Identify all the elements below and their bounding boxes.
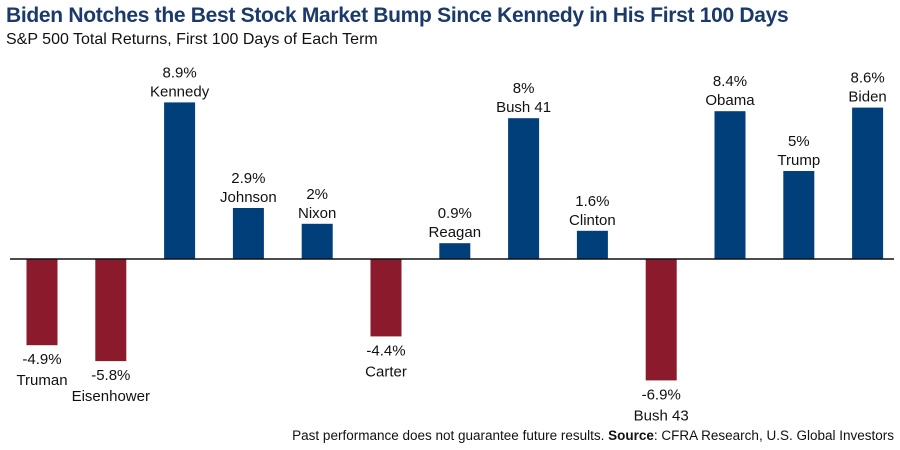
bar-biden xyxy=(852,107,884,259)
value-label-reagan: 0.9% xyxy=(438,205,472,222)
footnote-source-label: Source xyxy=(608,428,654,443)
category-label-carter: Carter xyxy=(365,363,407,380)
bar-truman xyxy=(26,259,58,346)
value-label-kennedy: 8.9% xyxy=(162,64,196,81)
category-label-bush-43: Bush 43 xyxy=(634,407,689,424)
value-label-obama: 8.4% xyxy=(713,73,747,90)
value-label-johnson: 2.9% xyxy=(231,170,265,187)
footnote: Past performance does not guarantee futu… xyxy=(292,428,894,443)
bar-kennedy xyxy=(164,102,196,260)
bar-nixon xyxy=(301,223,333,259)
chart-subtitle: S&P 500 Total Returns, First 100 Days of… xyxy=(6,31,378,48)
value-label-nixon: 2% xyxy=(306,186,328,203)
labels-layer: -4.9% Truman -5.8% Eisenhower 8.9% Kennedy 2.9… xyxy=(16,64,886,424)
bar-obama xyxy=(714,111,746,259)
value-label-trump: 5% xyxy=(788,133,810,150)
category-label-nixon: Nixon xyxy=(298,205,336,222)
category-label-johnson: Johnson xyxy=(220,189,277,206)
value-label-bush-43: -6.9% xyxy=(642,386,681,403)
category-label-clinton: Clinton xyxy=(569,212,616,229)
bar-trump xyxy=(783,171,815,259)
footnote-source-text: : CFRA Research, U.S. Global Investors xyxy=(653,428,894,443)
bars-layer xyxy=(26,102,884,381)
value-label-truman: -4.9% xyxy=(22,351,61,368)
category-label-biden: Biden xyxy=(848,89,886,106)
bar-carter xyxy=(370,259,402,337)
bar-reagan xyxy=(439,243,471,259)
value-label-eisenhower: -5.8% xyxy=(91,367,130,384)
footnote-disclaimer: Past performance does not guarantee futu… xyxy=(292,428,605,443)
category-label-kennedy: Kennedy xyxy=(150,83,210,100)
value-label-carter: -4.4% xyxy=(366,342,405,359)
category-label-eisenhower: Eisenhower xyxy=(72,388,150,405)
category-label-bush-41: Bush 41 xyxy=(496,99,551,116)
bar-eisenhower xyxy=(95,259,127,362)
category-label-trump: Trump xyxy=(777,152,820,169)
chart-title: Biden Notches the Best Stock Market Bump… xyxy=(6,4,789,27)
category-label-reagan: Reagan xyxy=(429,224,482,241)
bar-bush-41 xyxy=(508,118,540,259)
bar-clinton xyxy=(576,230,608,259)
bar-bush-43 xyxy=(645,259,677,381)
value-label-clinton: 1.6% xyxy=(575,193,609,210)
category-label-obama: Obama xyxy=(705,92,755,109)
value-label-biden: 8.6% xyxy=(850,70,884,87)
category-label-truman: Truman xyxy=(16,372,67,389)
value-label-bush-41: 8% xyxy=(513,80,535,97)
bar-johnson xyxy=(232,208,264,259)
